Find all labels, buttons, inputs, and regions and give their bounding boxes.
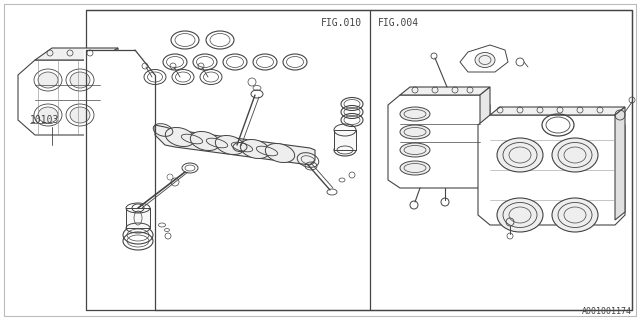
Ellipse shape [215,135,244,155]
Ellipse shape [400,143,430,157]
Ellipse shape [70,107,90,123]
Polygon shape [100,48,118,120]
Ellipse shape [552,198,598,232]
Polygon shape [334,130,356,150]
Ellipse shape [497,138,543,172]
Ellipse shape [190,132,220,150]
Ellipse shape [497,198,543,232]
Ellipse shape [241,140,269,158]
Ellipse shape [400,161,430,175]
Polygon shape [460,45,508,72]
Text: FIG.004: FIG.004 [378,18,419,28]
Ellipse shape [552,138,598,172]
Ellipse shape [38,72,58,88]
Ellipse shape [165,127,195,147]
Polygon shape [615,107,625,220]
Polygon shape [388,95,490,188]
Polygon shape [35,48,118,60]
Polygon shape [126,208,150,228]
Text: FIG.010: FIG.010 [321,18,362,28]
Text: 10103: 10103 [30,115,60,125]
Polygon shape [155,125,315,165]
Polygon shape [490,107,625,115]
Ellipse shape [400,107,430,121]
Polygon shape [84,50,155,312]
Polygon shape [478,115,625,225]
Ellipse shape [475,52,495,68]
Polygon shape [18,60,118,135]
Ellipse shape [70,72,90,88]
Ellipse shape [266,143,294,163]
Polygon shape [400,87,490,95]
Text: A001001174: A001001174 [582,307,632,316]
Bar [86,10,632,310]
Polygon shape [480,87,490,180]
Ellipse shape [38,107,58,123]
Ellipse shape [400,125,430,139]
